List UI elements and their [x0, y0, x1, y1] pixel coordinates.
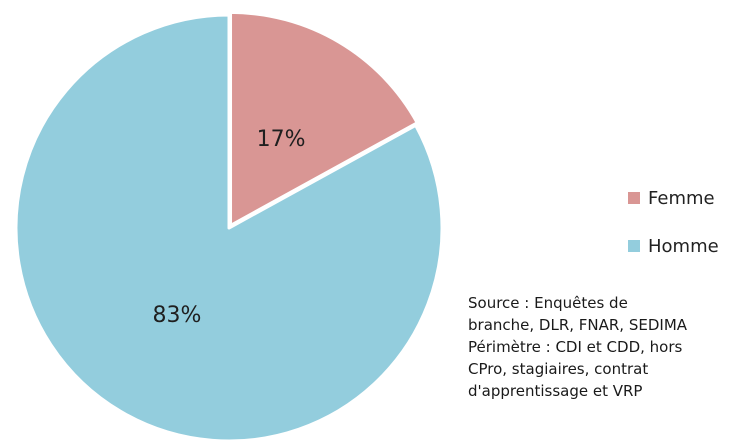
chart-legend: Femme Homme — [628, 186, 738, 282]
pie-slice-femme — [229, 10, 419, 227]
legend-swatch-femme — [628, 192, 640, 204]
pie-label-femme: 17% — [257, 127, 306, 152]
legend-item-homme: Homme — [628, 234, 738, 258]
source-note: Source : Enquêtes de branche, DLR, FNAR,… — [468, 292, 736, 402]
pie-slice-homme — [14, 13, 444, 440]
source-line-1: Source : Enquêtes de — [468, 294, 628, 312]
source-line-4: CPro, stagiaires, contrat — [468, 360, 649, 378]
pie-chart: 17% 83% — [14, 10, 444, 440]
source-line-5: d'apprentissage et VRP — [468, 382, 643, 400]
source-line-3: Périmètre : CDI et CDD, hors — [468, 338, 683, 356]
source-line-2: branche, DLR, FNAR, SEDIMA — [468, 316, 688, 334]
legend-label-femme: Femme — [648, 187, 715, 209]
pie-label-homme: 83% — [153, 303, 202, 328]
legend-label-homme: Homme — [648, 235, 719, 257]
legend-item-femme: Femme — [628, 186, 738, 210]
legend-swatch-homme — [628, 240, 640, 252]
